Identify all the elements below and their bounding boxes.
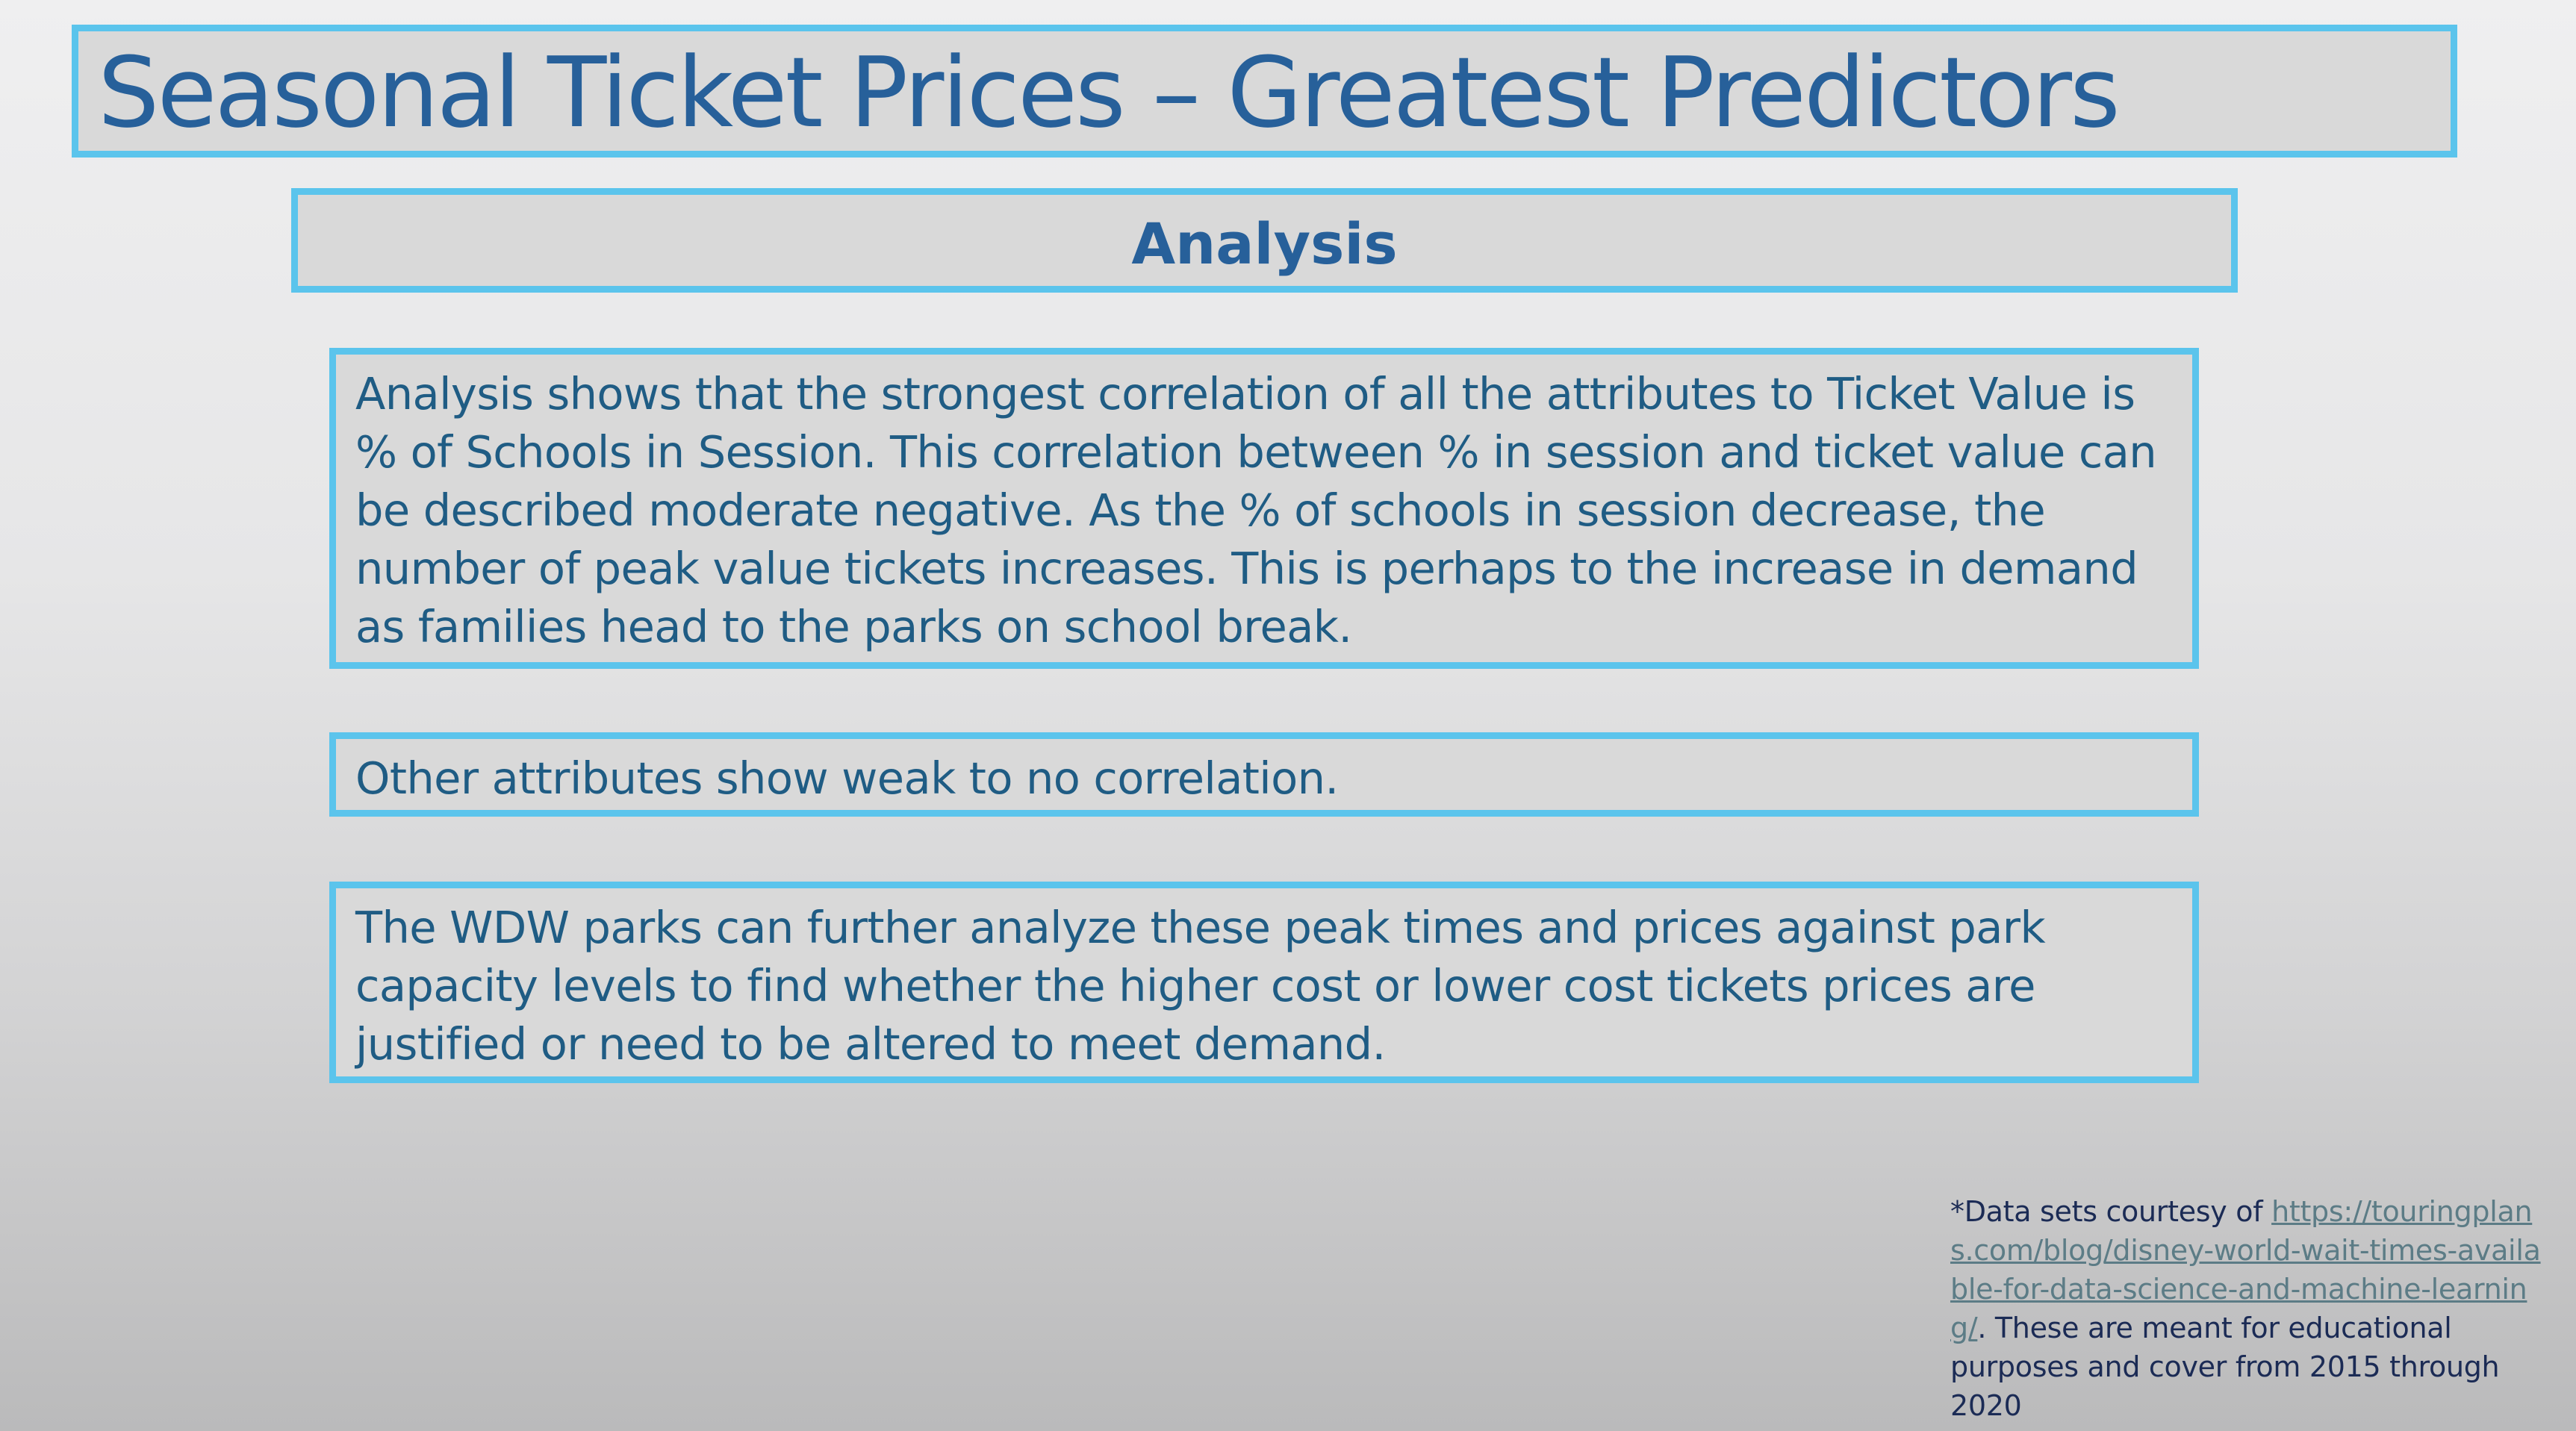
footnote-suffix: . These are meant for educational purpos…: [1950, 1312, 2500, 1422]
analysis-paragraph: Analysis shows that the strongest correl…: [355, 368, 2157, 652]
analysis-paragraph-box: Analysis shows that the strongest correl…: [329, 348, 2199, 669]
other-attributes-paragraph: Other attributes show weak to no correla…: [355, 752, 1339, 804]
recommendation-box: The WDW parks can further analyze these …: [329, 882, 2199, 1083]
slide-subtitle: Analysis: [1131, 211, 1398, 277]
data-source-link[interactable]: https://touringplans.com/blog/disney-wor…: [1950, 1195, 2541, 1344]
slide-title: Seasonal Ticket Prices – Greatest Predic…: [98, 36, 2121, 149]
subtitle-box: Analysis: [291, 188, 2238, 293]
other-attributes-box: Other attributes show weak to no correla…: [329, 732, 2199, 817]
footnote-prefix: *Data sets courtesy of: [1950, 1195, 2272, 1228]
data-source-footnote: *Data sets courtesy of https://touringpl…: [1950, 1192, 2555, 1425]
recommendation-paragraph: The WDW parks can further analyze these …: [355, 902, 2046, 1070]
title-box: Seasonal Ticket Prices – Greatest Predic…: [72, 25, 2457, 158]
